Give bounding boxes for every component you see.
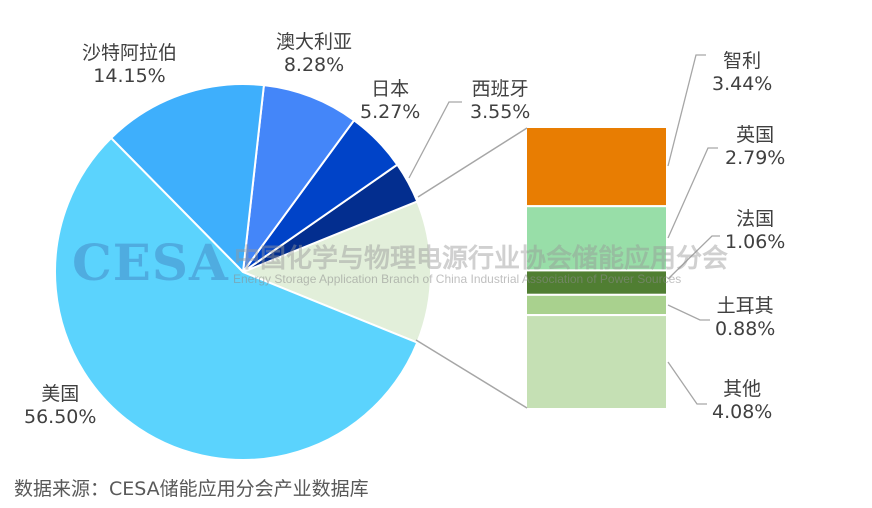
label-name: 澳大利亚 [276, 31, 353, 53]
label-france: 法国 1.06% [725, 208, 785, 254]
label-pct: 1.06% [725, 231, 786, 253]
label-spain: 西班牙 3.55% [470, 78, 530, 124]
watermark-cn: 中国化学与物理电源行业协会储能应用分会 [234, 244, 729, 274]
label-pct: 3.55% [470, 101, 531, 123]
bar-segment [525, 126, 668, 208]
bar-segment [525, 314, 668, 410]
label-us: 美国 56.50% [24, 383, 96, 429]
bar-segment [525, 293, 668, 317]
label-saudi: 沙特阿拉伯 14.15% [82, 42, 177, 88]
label-pct: 8.28% [283, 54, 345, 76]
connector-lines [415, 127, 528, 409]
label-name: 法国 [736, 208, 775, 230]
main-pie [54, 83, 432, 461]
label-name: 英国 [736, 124, 775, 146]
pie-slice [54, 136, 419, 461]
label-name: 其他 [723, 378, 762, 400]
pie-slice [109, 83, 266, 275]
label-japan: 日本 5.27% [360, 78, 420, 124]
label-pct: 2.79% [725, 147, 786, 169]
leader-lines [408, 54, 720, 405]
watermark-logo: CESA [72, 233, 229, 292]
label-name: 美国 [41, 383, 80, 405]
label-turkey: 土耳其 0.88% [715, 295, 775, 341]
label-pct: 56.50% [24, 406, 97, 428]
secondary-bar [525, 126, 668, 410]
label-name: 沙特阿拉伯 [82, 42, 178, 64]
source-note: 数据来源：CESA储能应用分会产业数据库 [14, 478, 369, 500]
label-pct: 5.27% [360, 101, 421, 123]
pie-slice [241, 84, 356, 276]
label-pct: 4.08% [712, 401, 773, 423]
label-others: 其他 4.08% [712, 378, 772, 424]
label-name: 智利 [723, 50, 762, 72]
label-name: 日本 [371, 78, 410, 100]
watermark-en: Energy Storage Application Branch of Chi… [233, 272, 682, 286]
label-uk: 英国 2.79% [725, 124, 785, 170]
label-australia: 澳大利亚 8.28% [276, 31, 352, 77]
label-pct: 3.44% [712, 73, 773, 95]
pie-slice [240, 200, 432, 344]
label-name: 土耳其 [716, 295, 774, 317]
bar-segment [525, 269, 668, 296]
label-pct: 14.15% [93, 65, 166, 87]
label-pct: 0.88% [715, 318, 776, 340]
label-chile: 智利 3.44% [712, 50, 772, 96]
label-name: 西班牙 [471, 78, 529, 100]
